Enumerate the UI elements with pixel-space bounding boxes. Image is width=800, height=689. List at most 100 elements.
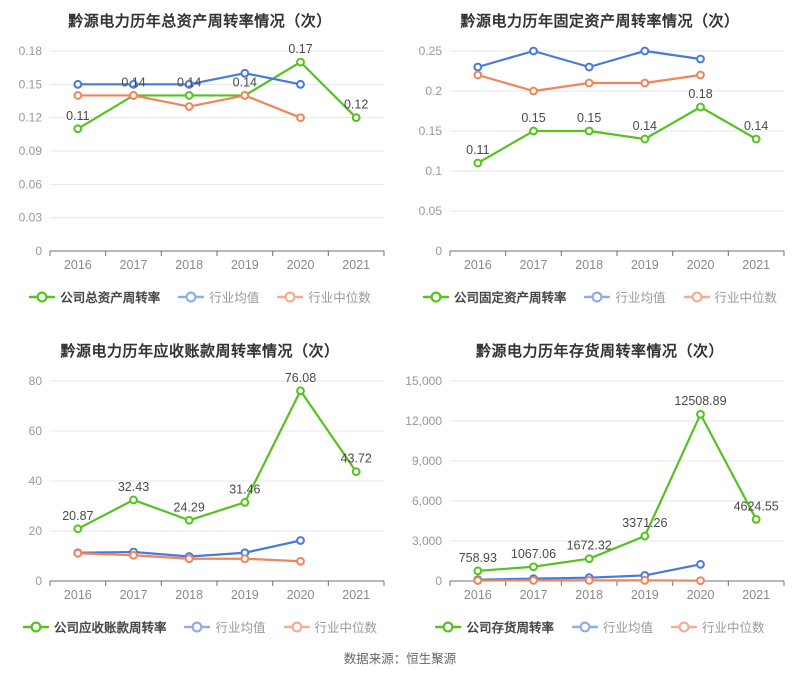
y-tick-label: 0.12: [19, 111, 43, 125]
y-tick-label: 0.1: [425, 164, 442, 178]
company-line: [476, 105, 758, 165]
point-value-label: 0.11: [466, 143, 489, 157]
industry_mean-legend-marker-icon: [571, 620, 598, 633]
legend-label: 行业中位数: [714, 291, 778, 305]
x-tick-label: 2018: [575, 258, 603, 272]
point-value-label: 1672.32: [567, 539, 612, 553]
chart-title: 黔源电力历年总资产周转率情况（次）: [68, 13, 332, 30]
industry_median-series: [73, 91, 305, 123]
industry_mean-legend-marker-icon: [178, 290, 205, 303]
company-point-marker: [584, 554, 594, 564]
industry_mean-legend-marker-icon: [184, 620, 211, 633]
legend-label: 行业均值: [215, 621, 266, 635]
y-tick-label: 0.18: [19, 44, 43, 58]
legend-item-company[interactable]: 公司总资产周转率: [29, 287, 160, 306]
legend-item-company[interactable]: 公司应收账款周转率: [22, 617, 166, 636]
company-point-marker: [73, 124, 83, 134]
industry_median-legend-marker-icon: [283, 620, 310, 633]
legend-item-industry_mean[interactable]: 行业均值: [571, 617, 653, 636]
industry_median-point-marker: [473, 70, 483, 80]
legend-item-industry_median[interactable]: 行业中位数: [277, 287, 371, 306]
x-tick-label: 2017: [520, 258, 548, 272]
company-legend-marker-icon: [29, 290, 56, 303]
legend-label: 行业中位数: [702, 621, 765, 635]
x-tick-label: 2018: [575, 588, 603, 602]
y-tick-label: 20: [29, 524, 43, 538]
industry_median-point-marker: [296, 556, 305, 566]
y-tick-label: 40: [29, 474, 43, 488]
x-tick-label: 2017: [120, 258, 148, 272]
company-point-marker: [696, 102, 705, 112]
legend-label: 行业均值: [615, 291, 666, 305]
point-value-label: 0.15: [577, 111, 601, 125]
company-point-marker: [696, 409, 705, 419]
legend-label: 行业中位数: [314, 621, 378, 635]
company-legend-marker-icon: [435, 620, 462, 633]
point-value-label: 758.93: [459, 551, 497, 565]
y-tick-label: 0.2: [425, 84, 442, 98]
legend-item-company[interactable]: 公司存货周转率: [435, 617, 554, 636]
y-tick-label: 12,000: [405, 414, 442, 428]
x-tick-label: 2016: [464, 588, 492, 602]
industry_median-point-marker: [73, 548, 83, 558]
legend-item-industry_median[interactable]: 行业中位数: [671, 617, 765, 636]
plot-area-inventory-turnover: 0 3,000 6,000 9,000 12,000 15,000 2016 2017 2018…: [405, 374, 785, 602]
y-tick-label: 0.06: [19, 177, 43, 191]
legend-label: 行业中位数: [308, 291, 371, 305]
legend-label: 公司存货周转率: [466, 621, 554, 635]
industry_median-point-marker: [529, 86, 538, 96]
x-tick-label: 2020: [687, 588, 715, 602]
legend-item-industry_mean[interactable]: 行业均值: [584, 287, 666, 306]
industry_median-point-marker: [240, 554, 250, 564]
industry_median-point-marker: [584, 576, 594, 585]
company-point-marker: [296, 386, 305, 396]
x-tick-label: 2021: [742, 588, 770, 602]
company-point-marker: [240, 497, 250, 507]
chart-card-inventory-turnover: 黔源电力历年存货周转率情况（次） 0 3,000 6,000 9,000 12,000 1…: [400, 330, 800, 642]
industry_median-point-marker: [640, 575, 650, 585]
company-series: [73, 386, 361, 534]
legend-label: 行业均值: [602, 621, 653, 635]
point-value-label: 0.17: [288, 42, 312, 56]
point-value-label: 0.12: [344, 98, 368, 112]
industry_median-series: [473, 70, 705, 96]
industry_median-point-marker: [296, 113, 305, 123]
y-tick-label: 80: [29, 374, 43, 388]
industry_mean-point-marker: [296, 536, 305, 545]
industry_mean-point-marker: [696, 559, 705, 569]
y-tick-label: 9,000: [412, 454, 442, 468]
point-value-label: 0.15: [521, 111, 545, 125]
x-tick-label: 2018: [175, 588, 203, 602]
point-value-label: 0.14: [633, 119, 657, 133]
x-tick-label: 2017: [120, 588, 148, 602]
point-value-label: 32.43: [118, 480, 149, 494]
x-tick-label: 2019: [631, 588, 659, 602]
chart-title: 黔源电力历年应收账款周转率情况（次）: [60, 343, 340, 360]
industry_median-point-marker: [129, 91, 138, 100]
data-source-note: 数据来源：恒生聚源: [343, 652, 457, 666]
x-tick-label: 2016: [64, 588, 92, 602]
x-tick-label: 2018: [175, 258, 203, 272]
x-tick-label: 2021: [742, 258, 770, 272]
point-value-label: 12508.89: [674, 394, 726, 408]
company-point-marker: [129, 495, 138, 505]
industry_mean-point-marker: [696, 54, 705, 64]
company-series: [473, 102, 761, 168]
legend-item-industry_mean[interactable]: 行业均值: [184, 617, 266, 636]
chart-title: 黔源电力历年存货周转率情况（次）: [475, 343, 724, 360]
industry_median-point-marker: [696, 576, 705, 586]
y-tick-label: 0: [435, 574, 442, 588]
company-point-marker: [351, 467, 361, 477]
company-point-marker: [640, 531, 650, 541]
legend-item-industry_median[interactable]: 行业中位数: [283, 617, 378, 636]
x-tick-label: 2021: [342, 258, 370, 272]
company-point-marker: [584, 126, 594, 136]
legend-item-company[interactable]: 公司固定资产周转率: [422, 287, 566, 306]
industry_mean-point-marker: [240, 68, 250, 78]
legend-item-industry_mean[interactable]: 行业均值: [178, 287, 259, 306]
legend-item-industry_median[interactable]: 行业中位数: [683, 287, 778, 306]
y-tick-label: 0.09: [19, 144, 43, 158]
y-tick-label: 0: [35, 574, 42, 588]
chart-legend: 公司存货周转率 行业均值 行业中位数: [400, 617, 800, 636]
